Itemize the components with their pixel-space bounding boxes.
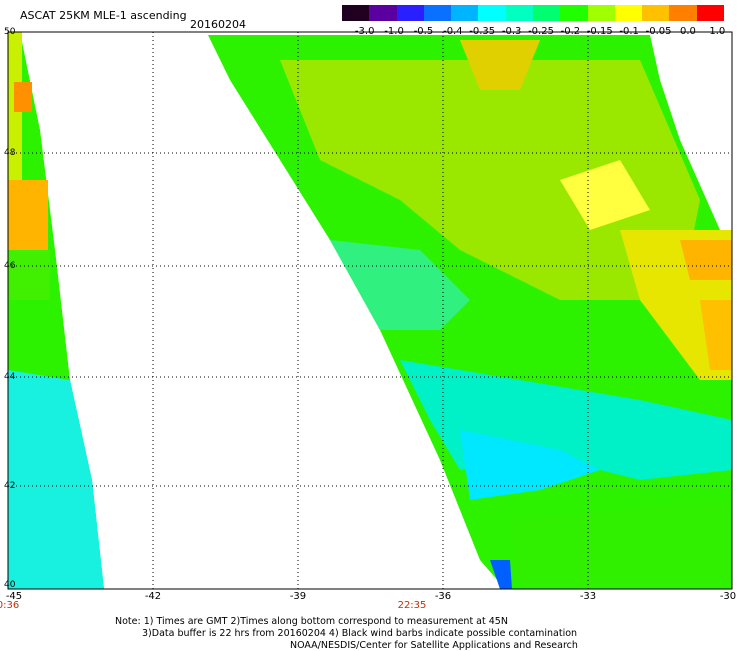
time-label-center: 22:35 <box>397 600 427 611</box>
left-swath-orange <box>8 180 48 250</box>
lat-label: 44 <box>4 372 16 382</box>
colorbar-swatch <box>614 5 643 21</box>
colorbar-swatch <box>505 5 533 21</box>
main-swath-green-south <box>510 500 732 589</box>
lat-label: 48 <box>4 148 16 158</box>
main-swath-cyan-core <box>460 430 600 500</box>
colorbar-swatch <box>587 5 615 21</box>
colorbar-swatch <box>669 5 697 21</box>
main-swath-yellowgreen <box>280 60 700 300</box>
lon-label: -36 <box>434 591 452 602</box>
colorbar-swatch <box>642 5 670 21</box>
main-swath-yellow-spot <box>560 160 650 230</box>
lon-label: -30 <box>719 591 737 602</box>
lat-label: 42 <box>4 481 16 491</box>
map-frame <box>7 31 733 590</box>
footer-credit: NOAA/NESDIS/Center for Satellite Applica… <box>290 640 578 651</box>
product-date: 20160204 <box>190 18 246 31</box>
colorbar-swatch <box>478 5 506 21</box>
lat-label: 40 <box>4 580 16 590</box>
colorbar <box>342 5 724 21</box>
colorbar-swatch <box>560 5 588 21</box>
footer-note-line2: 3)Data buffer is 22 hrs from 20160204 4)… <box>142 628 578 639</box>
colorbar-swatch <box>396 5 424 21</box>
left-swath-green-patch <box>8 250 50 300</box>
lon-label: -33 <box>579 591 597 602</box>
lon-label: -45 <box>5 591 23 602</box>
time-label-left: 0:36 <box>0 600 20 611</box>
colorbar-swatch <box>423 5 452 21</box>
lon-label: -39 <box>289 591 307 602</box>
left-swath-orange-top <box>14 82 32 112</box>
main-swath-orange <box>680 240 732 280</box>
main-swath-orange-south <box>700 300 732 370</box>
colorbar-swatch <box>342 5 370 21</box>
lat-label: 46 <box>4 261 16 271</box>
lat-label: 50 <box>4 27 16 37</box>
main-swath-cyan-west <box>330 240 470 330</box>
main-swath-blue-spot <box>490 560 512 589</box>
product-title: ASCAT 25KM MLE-1 ascending <box>20 9 187 22</box>
colorbar-swatch <box>532 5 561 21</box>
colorbar-swatch <box>451 5 479 21</box>
left-swath-cyan <box>8 370 104 589</box>
colorbar-swatch <box>696 5 724 21</box>
footer-note-line1: Note: 1) Times are GMT 2)Times along bot… <box>115 616 508 627</box>
colorbar-swatch <box>369 5 397 21</box>
main-swath-yellow-top <box>460 40 540 90</box>
lon-label: -42 <box>144 591 162 602</box>
